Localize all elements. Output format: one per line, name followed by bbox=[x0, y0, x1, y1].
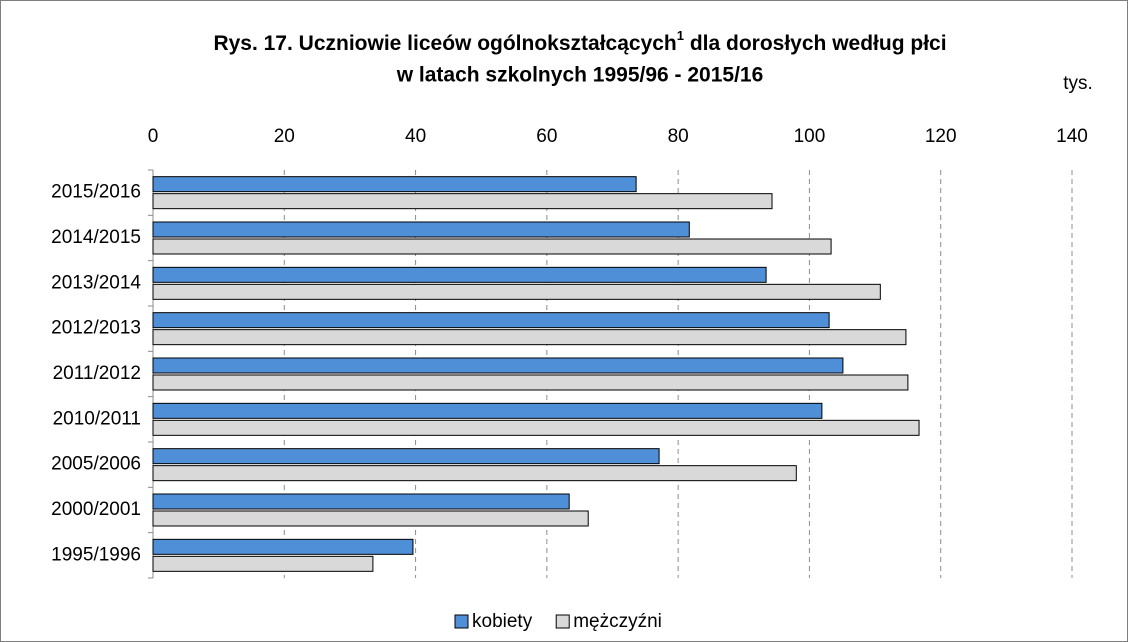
bar bbox=[152, 176, 637, 193]
y-tick-label: 2011/2012 bbox=[53, 363, 141, 384]
bar bbox=[152, 510, 589, 527]
y-tick-label: 2012/2013 bbox=[51, 318, 141, 339]
y-tick-label: 2014/2015 bbox=[51, 227, 141, 248]
y-tick-label: 2010/2011 bbox=[53, 408, 141, 429]
legend-swatch bbox=[555, 614, 570, 629]
bar bbox=[152, 238, 832, 255]
bar bbox=[152, 266, 767, 283]
x-tick-label: 140 bbox=[1056, 126, 1088, 147]
bar bbox=[152, 555, 374, 572]
bar bbox=[152, 312, 830, 329]
x-tick-label: 100 bbox=[794, 126, 826, 147]
x-tick-label: 80 bbox=[668, 126, 689, 147]
unit-label: tys. bbox=[1063, 73, 1093, 94]
bar bbox=[152, 374, 909, 391]
x-tick-label: 20 bbox=[274, 126, 295, 147]
bar bbox=[152, 283, 881, 300]
bar bbox=[152, 538, 414, 555]
y-tick-label: 2005/2006 bbox=[51, 454, 141, 475]
bar bbox=[152, 493, 570, 510]
x-tick-label: 0 bbox=[148, 126, 159, 147]
bar bbox=[152, 329, 907, 346]
x-tick-label: 40 bbox=[405, 126, 426, 147]
bar bbox=[152, 221, 690, 238]
footnote-mark: 1 bbox=[677, 28, 684, 43]
y-tick-label: 2000/2001 bbox=[51, 499, 141, 520]
bar bbox=[152, 357, 844, 374]
legend-label: mężczyźni bbox=[573, 611, 662, 632]
bar bbox=[152, 465, 797, 482]
bar bbox=[152, 193, 773, 210]
y-tick-label: 2015/2016 bbox=[51, 182, 141, 203]
legend-swatch bbox=[454, 614, 469, 629]
title-main: Rys. 17. Uczniowie liceów ogólnokształcą… bbox=[213, 32, 676, 55]
x-tick-label: 120 bbox=[925, 126, 957, 147]
chart-title-line2: w latach szkolnych 1995/96 - 2015/16 bbox=[396, 64, 764, 87]
chart-title: Rys. 17. Uczniowie liceów ogólnokształcą… bbox=[213, 28, 946, 54]
bar bbox=[152, 448, 660, 465]
y-tick-label: 1995/1996 bbox=[51, 544, 141, 565]
y-tick-label: 2013/2014 bbox=[51, 272, 141, 293]
legend-label: kobiety bbox=[472, 611, 533, 632]
x-tick-label: 60 bbox=[536, 126, 557, 147]
bar bbox=[152, 419, 920, 436]
title-rest: dla dorosłych według płci bbox=[684, 32, 947, 55]
bar bbox=[152, 402, 823, 419]
